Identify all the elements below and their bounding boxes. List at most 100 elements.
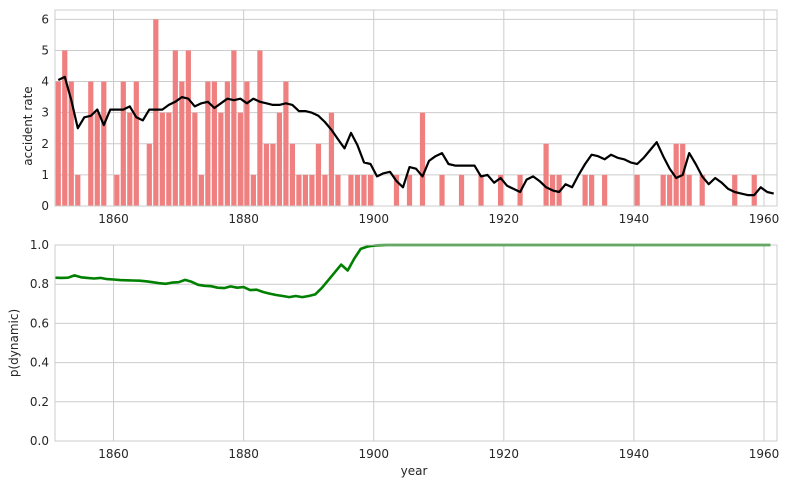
x-tick-label: 1860 [98, 212, 129, 226]
accident-bar [322, 174, 328, 206]
accident-bar [367, 174, 374, 206]
top-axes-frame [54, 9, 778, 207]
y-tick-label: 1.0 [30, 238, 49, 252]
accident-bar [309, 174, 315, 206]
accident-bars [55, 19, 757, 207]
accident-bar [250, 174, 256, 206]
accident-bar [172, 50, 178, 206]
y-tick-label: 3 [41, 106, 49, 120]
accident-bar [224, 81, 230, 206]
accident-bar [88, 81, 94, 206]
accident-bar [218, 112, 224, 206]
accident-bar [667, 174, 673, 206]
accident-bar [673, 143, 679, 206]
accident-bar [270, 143, 276, 206]
bottom-axes-frame [54, 244, 778, 442]
accident-bar [244, 81, 250, 206]
y-tick-label: 0.2 [30, 395, 49, 409]
accident-bar [458, 174, 465, 206]
x-tick-label: 1900 [358, 447, 389, 461]
accident-bar [315, 143, 322, 206]
x-tick-label: 1940 [619, 447, 650, 461]
accident-bar [582, 174, 588, 206]
accident-bar [198, 174, 204, 206]
bottom-x-tick-labels: 1860 1880 1900 1920 1940 1960 [98, 447, 779, 461]
accident-bar [602, 174, 608, 206]
bottom-y-axis-label: p(dynamic) [7, 309, 21, 377]
accident-bar [276, 112, 283, 206]
x-tick-label: 1880 [228, 447, 259, 461]
accident-bar [166, 112, 172, 206]
p-dynamic-panel: 1860 1880 1900 1920 1940 1960 0.0 0.2 0.4 0.6 0.8… [7, 238, 779, 478]
accident-bar [660, 174, 666, 206]
accident-bar [634, 174, 640, 206]
accident-bar [361, 174, 367, 206]
accident-bar [153, 19, 159, 207]
accident-rate-panel: 1860 1880 1900 1920 1940 1960 0 1 2 3 4 5 6 acciden… [21, 9, 779, 226]
top-y-tick-labels: 0 1 2 3 4 5 6 [41, 12, 49, 213]
accident-bar [406, 174, 413, 206]
accident-bar [439, 174, 445, 206]
x-tick-label: 1960 [749, 447, 780, 461]
accident-bar [686, 174, 692, 206]
accident-bar [302, 174, 309, 206]
accident-bar [335, 174, 341, 206]
y-tick-label: 0.0 [30, 434, 49, 448]
accident-bar [732, 174, 738, 206]
accident-bar [699, 174, 705, 206]
bottom-x-axis-label: year [401, 464, 428, 478]
accident-bar [101, 81, 107, 206]
accident-bar [192, 112, 198, 206]
accident-bar [94, 112, 100, 206]
accident-bar [237, 112, 243, 206]
accident-bar [185, 50, 191, 206]
y-tick-label: 5 [41, 43, 49, 57]
accident-bar [159, 112, 165, 206]
accident-bar [205, 81, 211, 206]
y-tick-label: 0 [41, 199, 49, 213]
accident-rate-smoothed-line [57, 75, 774, 197]
x-tick-label: 1860 [98, 447, 129, 461]
x-tick-label: 1960 [749, 212, 780, 226]
y-tick-label: 0.6 [30, 316, 49, 330]
top-x-tick-labels: 1860 1880 1900 1920 1940 1960 [98, 212, 779, 226]
accident-bar [114, 174, 120, 206]
accident-bar [231, 50, 237, 206]
accident-bar [257, 50, 263, 206]
x-tick-label: 1920 [489, 447, 520, 461]
accident-bar [127, 112, 133, 206]
top-y-axis-label: accident rate [21, 86, 35, 165]
accident-bar [478, 174, 484, 206]
y-tick-label: 0.8 [30, 277, 49, 291]
accident-bar [120, 81, 126, 206]
accident-bar [393, 174, 400, 206]
y-tick-label: 1 [41, 168, 49, 182]
accident-bar [211, 81, 217, 206]
accident-bar [68, 81, 74, 206]
x-tick-label: 1920 [489, 212, 520, 226]
accident-bar [419, 112, 426, 206]
accident-bar [263, 143, 269, 206]
accident-bar [296, 174, 302, 206]
accident-bar [589, 174, 595, 206]
accident-bar [133, 81, 139, 206]
accident-bar [289, 143, 296, 206]
x-tick-label: 1900 [358, 212, 389, 226]
accident-bar [543, 143, 549, 206]
accident-bar [328, 112, 335, 206]
y-tick-label: 2 [41, 137, 49, 151]
x-tick-label: 1940 [619, 212, 650, 226]
accident-bar [497, 174, 504, 206]
y-tick-label: 6 [41, 12, 49, 26]
accident-bar [62, 50, 68, 206]
accident-bar [146, 143, 152, 206]
x-tick-label: 1880 [228, 212, 259, 226]
accident-bar [348, 174, 354, 206]
bottom-y-tick-labels: 0.0 0.2 0.4 0.6 0.8 1.0 [30, 238, 49, 448]
accident-bar [283, 81, 289, 206]
accident-bar [354, 174, 361, 206]
accident-bar [179, 81, 185, 206]
y-tick-label: 4 [41, 75, 49, 89]
accident-bar [55, 81, 61, 206]
